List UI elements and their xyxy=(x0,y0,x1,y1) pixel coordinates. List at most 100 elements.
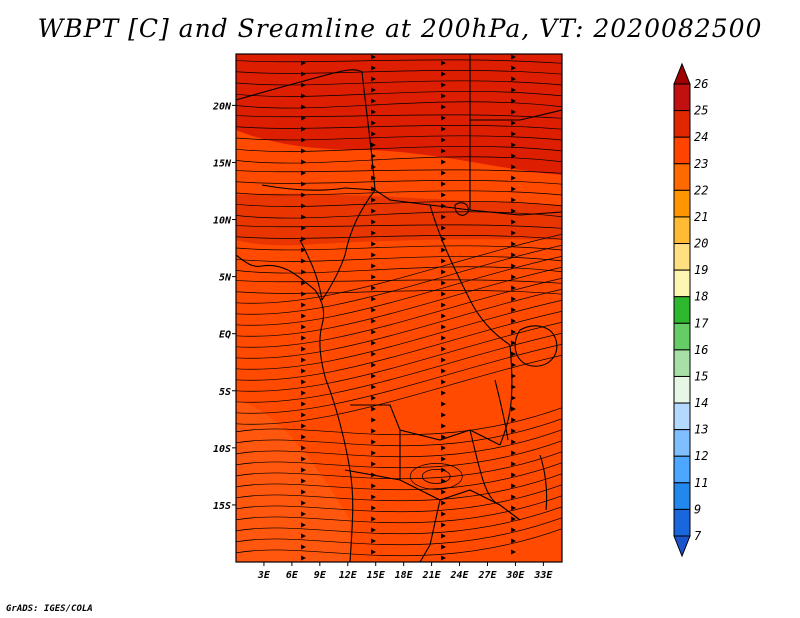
streamline-arrow xyxy=(441,93,446,99)
streamline-arrow xyxy=(371,230,376,236)
streamline xyxy=(236,288,562,359)
streamlines xyxy=(236,59,562,557)
streamline-arrow xyxy=(301,126,306,132)
streamline-arrow xyxy=(301,489,306,495)
streamline xyxy=(236,233,562,304)
streamline-arrow xyxy=(301,280,306,286)
colorbar-swatch xyxy=(673,349,691,377)
streamline-arrow xyxy=(441,60,446,66)
streamline-arrow xyxy=(441,423,446,429)
streamline xyxy=(236,495,562,524)
streamline-arrow xyxy=(441,401,446,407)
streamline-arrow xyxy=(371,54,376,60)
streamline-arrow xyxy=(371,439,376,445)
streamline-arrow xyxy=(301,148,306,154)
streamline-arrow xyxy=(441,82,446,88)
streamline xyxy=(236,429,562,458)
streamline-arrow xyxy=(441,137,446,143)
colorbar-label: 11 xyxy=(694,476,708,490)
colorbar-label: 21 xyxy=(694,210,708,224)
streamline-arrow xyxy=(301,137,306,143)
streamline-arrow xyxy=(371,406,376,412)
streamline-arrow xyxy=(371,384,376,390)
lon-tick-label: 15E xyxy=(367,570,386,581)
streamline-arrow xyxy=(441,533,446,539)
streamline-arrow xyxy=(371,351,376,357)
colorbar-label: 23 xyxy=(694,157,708,171)
streamline-arrow xyxy=(511,219,516,225)
colorbar-swatch xyxy=(673,508,691,537)
streamline-arrow xyxy=(301,302,306,308)
streamline xyxy=(236,169,562,174)
colorbar-label: 9 xyxy=(694,502,701,516)
streamline-arrow xyxy=(441,478,446,484)
streamline xyxy=(236,517,562,546)
colorbar-swatch xyxy=(673,402,691,431)
streamline-arrow xyxy=(511,131,516,137)
streamline-arrow xyxy=(301,170,306,176)
streamline-arrow xyxy=(371,483,376,489)
streamline-arrow xyxy=(371,120,376,126)
streamline-arrow xyxy=(511,318,516,324)
streamline-arrow xyxy=(301,390,306,396)
streamline-arrow xyxy=(371,318,376,324)
colorbar-label: 7 xyxy=(694,529,702,543)
streamline-arrow xyxy=(511,329,516,335)
streamline-arrow xyxy=(441,126,446,132)
streamline-arrow xyxy=(511,208,516,214)
streamline-arrow xyxy=(441,291,446,297)
streamline-arrow xyxy=(371,142,376,148)
streamline-arrow xyxy=(441,412,446,418)
streamline xyxy=(236,255,562,326)
streamline-arrow xyxy=(371,219,376,225)
colorbar-swatch xyxy=(673,216,691,245)
colorbar-label: 17 xyxy=(694,316,709,330)
streamline-arrow xyxy=(511,65,516,71)
streamline xyxy=(236,145,562,152)
colorbar-label: 12 xyxy=(694,449,708,463)
lon-tick-label: 21E xyxy=(422,570,442,581)
streamline-arrow xyxy=(511,186,516,192)
streamline-arrow xyxy=(441,203,446,209)
colorbar-swatch xyxy=(673,136,691,165)
streamline xyxy=(236,462,562,491)
colorbar-top-arrow xyxy=(673,62,691,85)
streamline-arrow xyxy=(441,324,446,330)
streamline-arrow xyxy=(441,522,446,528)
colorbar-swatch xyxy=(673,322,691,351)
streamline-arrow xyxy=(441,489,446,495)
lon-tick-label: 12E xyxy=(339,570,358,581)
streamline-arrow xyxy=(301,60,306,66)
streamline xyxy=(236,190,562,196)
streamline-arrow xyxy=(371,329,376,335)
wbpt-field-warm-patch xyxy=(236,400,350,562)
streamline-arrow xyxy=(371,65,376,71)
colorbar-swatch xyxy=(673,375,691,404)
streamline-arrow xyxy=(301,522,306,528)
streamline-arrow xyxy=(371,450,376,456)
lon-tick-label: 9E xyxy=(314,570,327,581)
streamline xyxy=(236,211,562,219)
streamline-arrow xyxy=(371,527,376,533)
streamline-arrow xyxy=(511,538,516,544)
streamline-arrow xyxy=(371,307,376,313)
streamline-arrow xyxy=(511,417,516,423)
streamline-arrow xyxy=(441,335,446,341)
streamline-arrow xyxy=(441,302,446,308)
streamline xyxy=(236,407,562,436)
streamline xyxy=(236,266,562,274)
streamline-arrow xyxy=(441,434,446,440)
streamline-arrow xyxy=(511,307,516,313)
streamline-arrow xyxy=(511,461,516,467)
lon-tick-label: 24E xyxy=(450,570,470,581)
streamline-arrows xyxy=(301,54,516,561)
streamline-arrow xyxy=(511,230,516,236)
streamline-arrow xyxy=(441,280,446,286)
colorbar-swatch xyxy=(673,110,691,138)
streamline xyxy=(236,125,562,130)
streamline-arrow xyxy=(511,340,516,346)
streamline-arrow xyxy=(301,247,306,253)
colorbar-swatch xyxy=(673,429,691,457)
streamline-arrow xyxy=(441,192,446,198)
streamline xyxy=(236,290,562,295)
